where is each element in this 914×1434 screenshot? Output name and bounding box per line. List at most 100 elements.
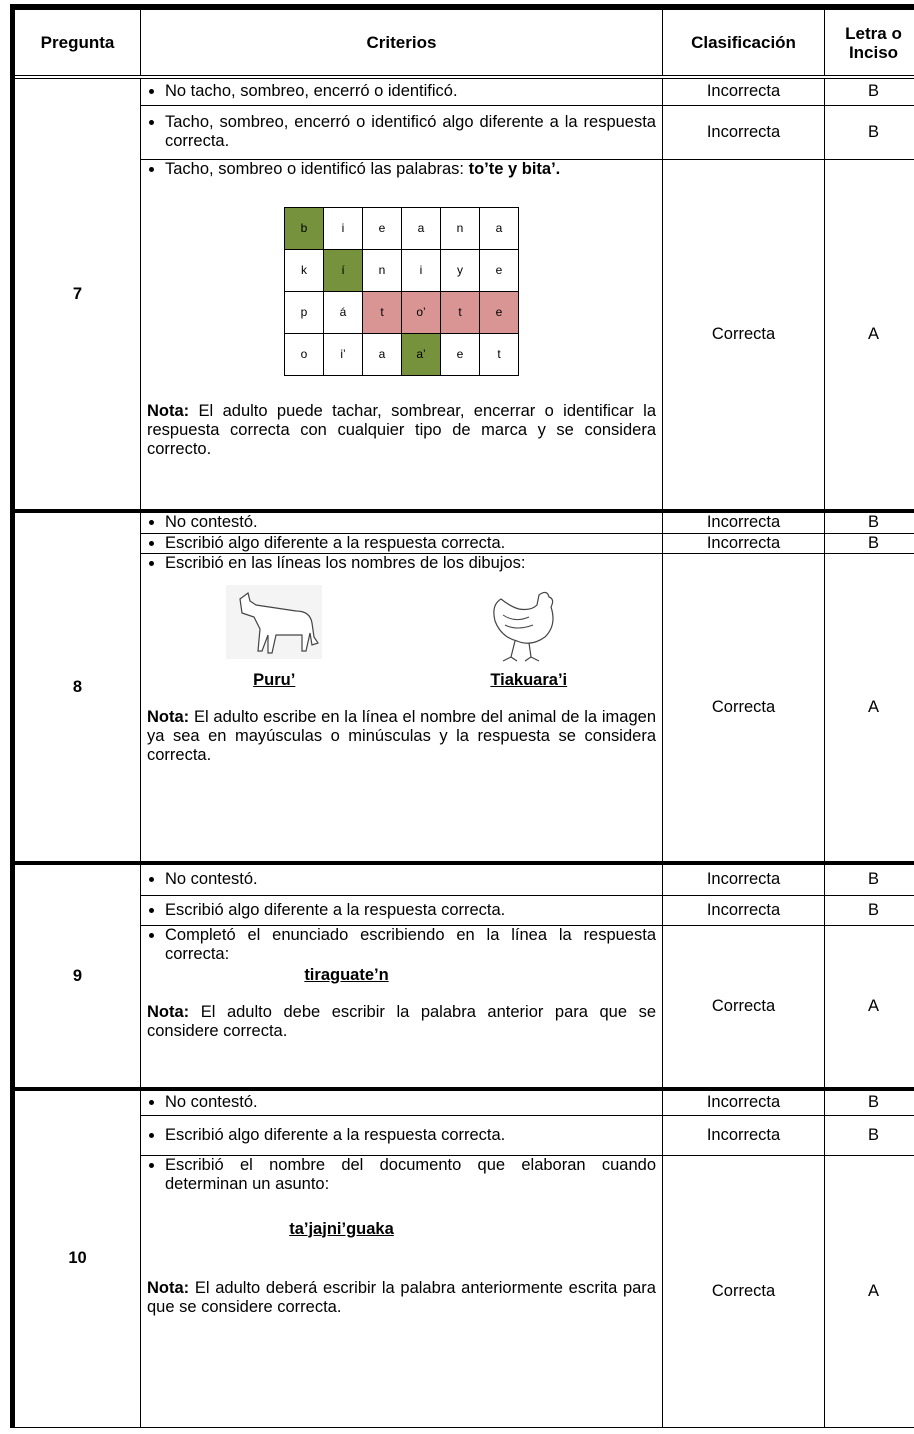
grid-cell-highlighted: b — [284, 206, 324, 250]
criterion-list: Tacho, sombreo, encerró o identificó alg… — [147, 113, 656, 151]
criterion-item: Escribió algo diferente a la respuesta c… — [165, 534, 656, 553]
picture: Puru’ — [226, 584, 323, 690]
grid-cell: e — [479, 248, 519, 292]
letter-cell: B — [824, 1087, 914, 1116]
grid-row: o i’ a a’ e t — [284, 332, 519, 376]
grid-cell: a — [362, 332, 402, 376]
letter-cell: B — [824, 861, 914, 896]
grid-cell: y — [440, 248, 480, 292]
criterion-list: No contestó. — [147, 513, 656, 532]
note-label: Nota: — [147, 1002, 190, 1021]
note-label: Nota: — [147, 707, 190, 726]
letter-cell: A — [824, 1154, 914, 1428]
pictures: Puru’ Tiakuara’i — [147, 584, 656, 690]
question-number: 8 — [12, 509, 141, 864]
criterion-text: No contestó. — [165, 513, 258, 532]
grid-cell-highlighted: t — [440, 290, 480, 334]
grid-cell: e — [440, 332, 480, 376]
criterion-text: Escribió algo diferente a la respuesta c… — [165, 1125, 506, 1144]
note: Nota: El adulto deberá escribir la palab… — [147, 1279, 656, 1317]
note-text: El adulto deberá escribir la palabra ant… — [147, 1278, 656, 1316]
criterion-list: No contestó. — [147, 1093, 656, 1112]
hen-image — [493, 591, 554, 662]
criterion-cell: No tacho, sombreo, encerró o identificó. — [140, 75, 663, 106]
criterion-text: No tacho, sombreo, encerró o identificó. — [165, 82, 458, 101]
criterion-cell: Tacho, sombreo o identificó las palabras… — [140, 158, 663, 512]
header-cell: Pregunta — [12, 6, 141, 79]
criterion-row: Escribió el nombre del documento que ela… — [13, 1154, 914, 1428]
criterion-cell: Escribió en las líneas los nombres de lo… — [140, 552, 663, 864]
criterion-item: Completó el enunciado escribiendo en la … — [165, 926, 656, 964]
criterion-list: Escribió el nombre del documento que ela… — [147, 1156, 656, 1194]
criterion-cell: Escribió algo diferente a la respuesta c… — [140, 1114, 663, 1156]
criterion-cell: Tacho, sombreo, encerró o identificó alg… — [140, 104, 663, 160]
criterion-row: Escribió en las líneas los nombres de lo… — [13, 552, 914, 864]
criterion-cell: Escribió algo diferente a la respuesta c… — [140, 532, 663, 554]
grid-cell: i — [323, 206, 363, 250]
criterion-item: Escribió algo diferente a la respuesta c… — [165, 1126, 656, 1145]
criterion-text: No contestó. — [165, 870, 258, 889]
table-body: 7 No tacho, sombreo, encerró o identificó… — [12, 75, 914, 1428]
criterion-item: No contestó. — [165, 513, 656, 532]
header-cell: Clasificación — [662, 6, 825, 79]
note: Nota: El adulto puede tachar, sombrear, … — [147, 402, 656, 459]
grid-cell: i — [401, 248, 441, 292]
picture-label: Puru’ — [253, 670, 296, 689]
grid-row: p á t o’ t e — [284, 290, 519, 334]
letter-cell: B — [824, 532, 914, 554]
criterion-list: Completó el enunciado escribiendo en la … — [147, 926, 656, 964]
criterion-cell: No contestó. — [140, 1087, 663, 1116]
criterion-item: Escribió en las líneas los nombres de lo… — [165, 554, 656, 573]
grid-cell-highlighted: a’ — [401, 332, 441, 376]
letter-cell: B — [824, 75, 914, 106]
question-number: 7 — [12, 75, 141, 512]
note-text: El adulto escribe en la línea el nombre … — [147, 707, 656, 764]
letter-cell: B — [824, 1114, 914, 1156]
note: Nota: El adulto escribe en la línea el n… — [147, 708, 656, 765]
classification-cell: Incorrecta — [662, 1087, 825, 1116]
criterion-text: Escribió algo diferente a la respuesta c… — [165, 533, 506, 552]
classification-cell: Incorrecta — [662, 532, 825, 554]
criterion-text: Escribió algo diferente a la respuesta c… — [165, 900, 506, 919]
classification-cell: Correcta — [662, 1154, 825, 1428]
classification-cell: Correcta — [662, 552, 825, 864]
criterion-item: Escribió algo diferente a la respuesta c… — [165, 901, 656, 920]
criterion-list: No tacho, sombreo, encerró o identificó. — [147, 82, 656, 101]
grid-cell: o — [284, 332, 324, 376]
answer: tiraguate’n — [304, 965, 389, 984]
classification-cell: Correcta — [662, 158, 825, 512]
header-cell: Letra o Inciso — [824, 6, 914, 79]
criterion-item: Escribió el nombre del documento que ela… — [165, 1156, 656, 1194]
criterion-list: Escribió algo diferente a la respuesta c… — [147, 901, 656, 920]
note-text: El adulto puede tachar, sombrear, encerr… — [147, 401, 656, 458]
header-row: Pregunta Criterios Clasificación Letra o… — [12, 6, 914, 79]
criterion-cell: No contestó. — [140, 861, 663, 896]
picture: Tiakuara’i — [481, 585, 577, 690]
grid-cell: t — [479, 332, 519, 376]
word-grid: b i e a n a k í n i y e p á t o’ t e o i’ a a’ e t — [284, 206, 519, 376]
picture-label: Tiakuara’i — [490, 670, 568, 689]
classification-cell: Incorrecta — [662, 894, 825, 926]
grid-cell: p — [284, 290, 324, 334]
grid-cell: e — [362, 206, 402, 250]
criterion-text: Tacho, sombreo, encerró o identificó alg… — [165, 113, 656, 150]
classification-cell: Incorrecta — [662, 104, 825, 160]
criterion-row: Escribió algo diferente a la respuesta c… — [13, 1114, 914, 1156]
criterion-text: Completó el enunciado escribiendo en la … — [165, 925, 656, 963]
criterion-list: Escribió en las líneas los nombres de lo… — [147, 554, 656, 573]
criterion-item: Tacho, sombreo, encerró o identificó alg… — [165, 113, 656, 151]
criterion-row: Tacho, sombreo o identificó las palabras… — [13, 158, 914, 512]
grid-cell: n — [440, 206, 480, 250]
grid-cell-highlighted: o’ — [401, 290, 441, 334]
criterion-item: No tacho, sombreo, encerró o identificó. — [165, 82, 656, 101]
grid-cell-highlighted: í — [323, 248, 363, 292]
criterion-cell: Completó el enunciado escribiendo en la … — [140, 924, 663, 1090]
classification-cell: Incorrecta — [662, 75, 825, 106]
letter-cell: B — [824, 509, 914, 534]
grid-cell: a — [479, 206, 519, 250]
criterion-text: Tacho, sombreo o identificó las palabras… — [165, 159, 464, 178]
